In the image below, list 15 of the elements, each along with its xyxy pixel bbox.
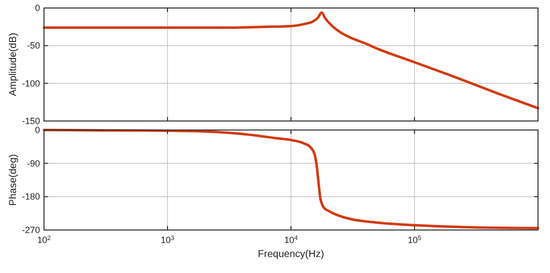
x-tick-label: 10$^{5}$ bbox=[408, 234, 422, 245]
y-axis-title: Amplitude(dB) bbox=[8, 32, 19, 96]
y-tick-label: -270 bbox=[22, 225, 40, 235]
y-tick-label: 0 bbox=[34, 125, 40, 135]
y-tick-label: -180 bbox=[22, 192, 40, 202]
y-tick-label: -150 bbox=[22, 116, 40, 126]
y-tick-label: -100 bbox=[22, 78, 40, 88]
y-tick-label: -50 bbox=[26, 40, 40, 51]
x-tick-label: 10$^{3}$ bbox=[160, 234, 175, 245]
y-axis-title: Phase(deg) bbox=[8, 154, 19, 206]
y-tick-label: -90 bbox=[26, 158, 40, 168]
x-tick-label: 10$^{2}$ bbox=[37, 234, 52, 245]
x-axis-title: Frequency(Hz) bbox=[258, 249, 324, 260]
y-tick-label: 0 bbox=[34, 3, 40, 13]
x-tick-label: 10$^{4}$ bbox=[284, 234, 298, 245]
